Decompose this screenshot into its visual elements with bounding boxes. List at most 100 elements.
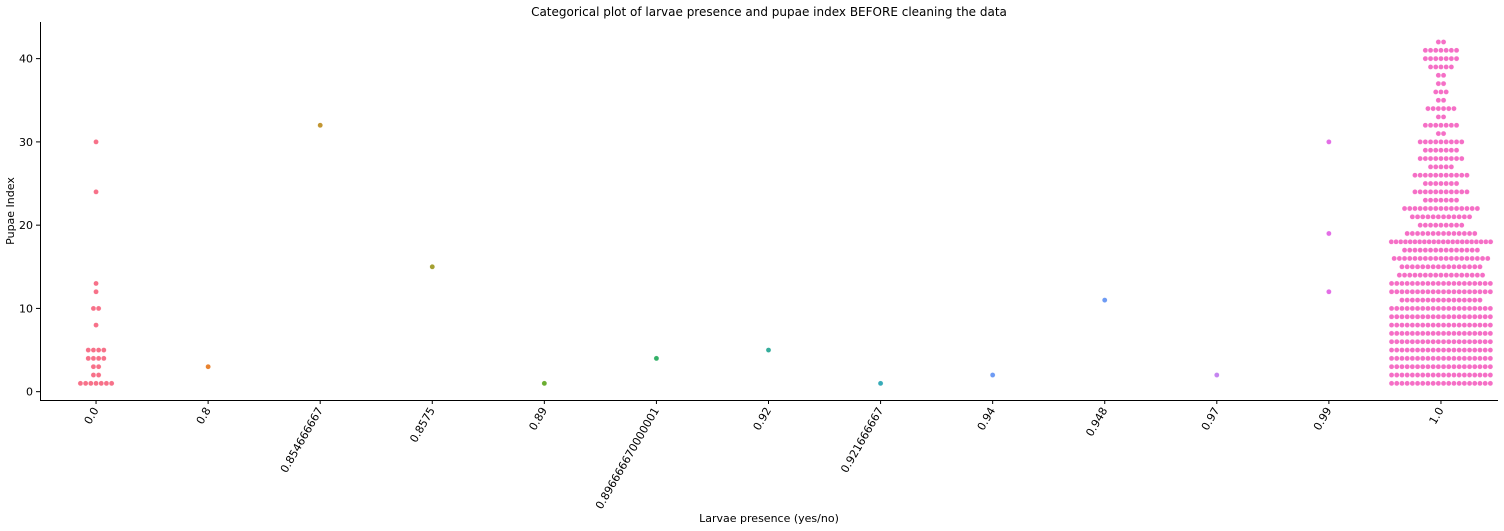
x-tick-label: 0.948: [1083, 405, 1110, 439]
point: [1461, 263, 1468, 270]
point: [1461, 230, 1468, 237]
point: [1425, 363, 1431, 370]
point: [1487, 280, 1494, 287]
point: [1388, 363, 1395, 370]
point: [1445, 105, 1452, 112]
point: [1430, 263, 1436, 270]
point: [1435, 380, 1442, 387]
point: [1435, 239, 1442, 245]
point: [765, 347, 772, 353]
point: [1443, 197, 1449, 203]
point: [1451, 330, 1457, 337]
point: [1430, 280, 1436, 287]
point: [1461, 372, 1468, 378]
point: [1438, 155, 1444, 162]
point: [1427, 164, 1434, 170]
point: [1388, 355, 1395, 362]
point: [1399, 363, 1405, 370]
point: [95, 305, 102, 312]
point: [1482, 355, 1488, 362]
point: [1448, 272, 1455, 278]
point: [1471, 330, 1478, 337]
point: [1482, 372, 1488, 378]
point: [1393, 363, 1400, 370]
point: [1417, 272, 1423, 278]
point: [90, 355, 97, 362]
point: [1445, 313, 1452, 320]
point: [1464, 255, 1470, 262]
point: [1427, 47, 1434, 54]
point: [1393, 313, 1400, 320]
point: [1456, 355, 1462, 362]
point: [1466, 263, 1473, 270]
point: [1440, 72, 1447, 79]
point: [1425, 355, 1431, 362]
point: [1388, 347, 1395, 353]
point: [1466, 347, 1473, 353]
point: [95, 355, 102, 362]
point: [1427, 255, 1434, 262]
point: [1477, 355, 1483, 362]
point: [1101, 297, 1108, 303]
point: [1458, 247, 1465, 253]
point: [1482, 380, 1488, 387]
point: [93, 380, 99, 387]
point: [1422, 55, 1429, 62]
point: [1440, 280, 1447, 287]
point: [90, 372, 97, 378]
point: [1404, 288, 1410, 295]
point: [1435, 330, 1442, 337]
point: [1458, 222, 1465, 228]
point: [1430, 372, 1436, 378]
point: [1453, 47, 1460, 54]
point: [1443, 47, 1449, 54]
point: [1464, 247, 1470, 253]
point: [1471, 263, 1478, 270]
point: [1469, 247, 1475, 253]
point: [1440, 313, 1447, 320]
y-tick-label: 10: [19, 302, 33, 315]
point: [1435, 39, 1442, 45]
point: [1484, 255, 1491, 262]
point: [1409, 280, 1416, 287]
point: [1414, 263, 1421, 270]
point: [1425, 230, 1431, 237]
point: [1435, 363, 1442, 370]
point: [1464, 189, 1470, 195]
x-tick-label: 0.99: [1311, 405, 1335, 433]
point: [1414, 297, 1421, 303]
point: [1419, 263, 1426, 270]
point: [1458, 172, 1465, 178]
point: [1440, 97, 1447, 104]
point: [1432, 147, 1439, 154]
point: [1417, 155, 1423, 162]
point: [1461, 322, 1468, 328]
point: [1435, 288, 1442, 295]
point: [1432, 122, 1439, 129]
point: [1474, 272, 1481, 278]
point: [1453, 172, 1460, 178]
point: [1466, 288, 1473, 295]
point: [1414, 322, 1421, 328]
point: [1430, 288, 1436, 295]
point: [1409, 297, 1416, 303]
point: [1425, 330, 1431, 337]
point: [1431, 239, 1437, 245]
point: [1448, 55, 1455, 62]
point: [1453, 180, 1460, 187]
point: [1458, 155, 1465, 162]
point: [1471, 372, 1478, 378]
point: [1412, 172, 1418, 178]
point: [1414, 347, 1421, 353]
point: [1464, 239, 1470, 245]
y-tick-label: 20: [19, 219, 33, 232]
point: [1440, 305, 1447, 312]
point: [1404, 297, 1410, 303]
point: [1419, 330, 1426, 337]
y-tick-label: 0: [26, 386, 33, 399]
point: [1435, 347, 1442, 353]
x-tick-label: 1.0: [1427, 405, 1447, 427]
point: [88, 380, 94, 387]
point: [1451, 297, 1457, 303]
point: [1461, 214, 1468, 220]
